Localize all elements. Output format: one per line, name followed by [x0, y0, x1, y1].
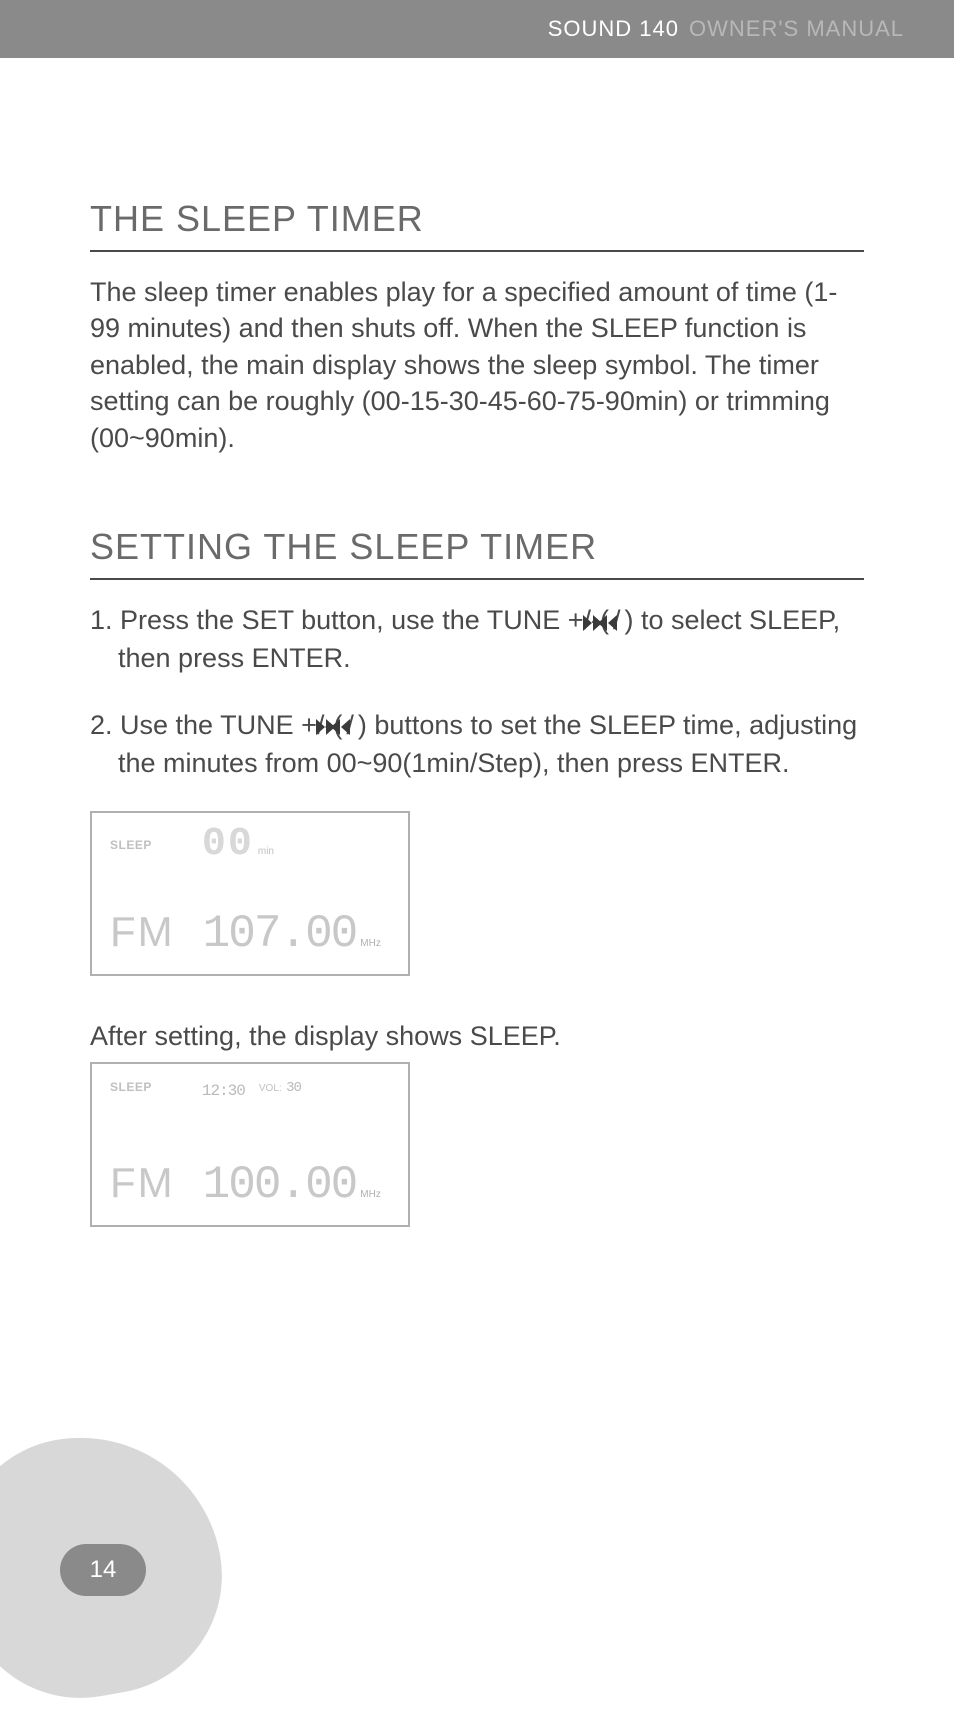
page-number: 14	[90, 1556, 117, 1584]
lcd2-band: FM	[110, 1159, 175, 1207]
section1-title: THE SLEEP TIMER	[90, 198, 864, 240]
lcd2-vol-label: VOL:	[259, 1083, 282, 1094]
lcd1-band: FM	[110, 908, 175, 956]
header-product: SOUND 140	[548, 16, 679, 42]
lcd1-frequency: 107.00	[203, 908, 357, 960]
lcd-display-2: SLEEP 12:30 VOL: 30 FM 100.00MHz	[90, 1062, 410, 1227]
page-number-badge: 14	[60, 1544, 146, 1596]
lcd1-minutes: 00	[202, 822, 254, 867]
section1-rule	[90, 250, 864, 252]
header-subtitle: OWNER'S MANUAL	[689, 16, 904, 42]
lcd1-min-unit: min	[258, 846, 274, 857]
lcd2-frequency: 100.00	[203, 1159, 357, 1211]
after-setting-text: After setting, the display shows SLEEP.	[90, 1021, 864, 1052]
step1-text-a: 1. Press the SET button, use the TUNE +/…	[90, 605, 609, 635]
lcd2-sleep-label: SLEEP	[110, 1080, 152, 1094]
header-bar: SOUND 140 OWNER'S MANUAL	[0, 0, 954, 58]
step-1: 1. Press the SET button, use the TUNE +/…	[90, 602, 864, 677]
step2-text-a: 2. Use the TUNE +/-(	[90, 710, 342, 740]
lcd2-vol-value: 30	[286, 1080, 301, 1096]
page-content: THE SLEEP TIMER The sleep timer enables …	[0, 58, 954, 1227]
lcd-display-1: SLEEP 00 min FM 107.00MHz	[90, 811, 410, 976]
step-2: 2. Use the TUNE +/-(/) buttons to set th…	[90, 707, 864, 782]
lcd2-time: 12:30	[202, 1087, 245, 1097]
lcd1-freq-unit: MHz	[360, 938, 381, 949]
section1-body: The sleep timer enables play for a speci…	[90, 274, 864, 456]
lcd1-sleep-label: SLEEP	[110, 838, 152, 852]
section2-rule	[90, 578, 864, 580]
section2-title: SETTING THE SLEEP TIMER	[90, 526, 864, 568]
page-corner: 14	[0, 1376, 220, 1636]
lcd2-freq-unit: MHz	[360, 1189, 381, 1200]
